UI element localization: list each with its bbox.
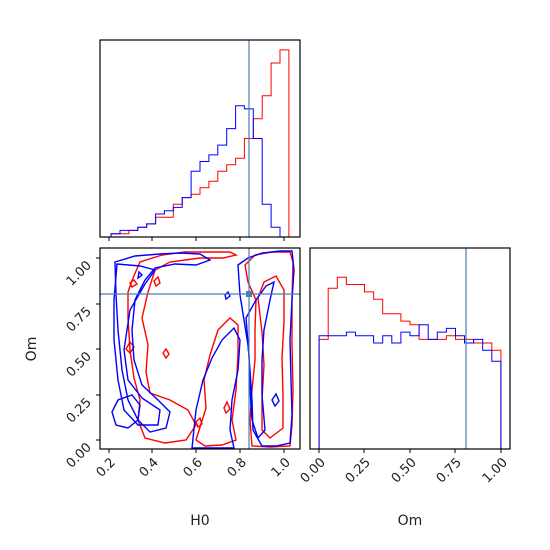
blue-histogram-Om bbox=[318, 324, 502, 449]
x-axis-label-h0: H0 bbox=[190, 513, 209, 529]
h0-tick-label: 0.6 bbox=[181, 455, 206, 480]
x-axis-label-om: Om bbox=[398, 513, 423, 529]
contour-y-ticks bbox=[96, 257, 100, 441]
om-x-ticks bbox=[318, 449, 502, 453]
panel-om-histogram: 0.00 0.25 0.50 0.75 1.00 Om bbox=[298, 247, 511, 529]
om-histogram-series bbox=[318, 276, 502, 449]
h0-tick-label: 1.0 bbox=[269, 455, 294, 480]
om-tick-label: 0.25 bbox=[64, 395, 95, 426]
h0-histogram-series bbox=[110, 49, 290, 238]
h0-tick-label: 0.4 bbox=[137, 455, 162, 480]
om-x-tick-label: 0.00 bbox=[298, 455, 329, 486]
om-histogram-frame bbox=[309, 247, 511, 450]
h0-histogram-frame bbox=[99, 39, 301, 238]
om-tick-label: 0.75 bbox=[64, 304, 95, 335]
y-axis-label-om: Om bbox=[24, 337, 40, 362]
panel-h0-histogram bbox=[99, 39, 301, 241]
h0-tick-label: 0.2 bbox=[94, 455, 119, 480]
panel-h0-om-contour: 0.2 0.4 0.6 0.8 1.0 0.00 0.25 0.50 0.75 … bbox=[24, 247, 301, 529]
red-histogram-Om bbox=[318, 276, 502, 449]
contour-x-ticks bbox=[108, 449, 285, 453]
om-tick-label: 0.50 bbox=[64, 349, 95, 380]
blue-histogram-H0 bbox=[110, 105, 289, 238]
blue-contours bbox=[111, 250, 295, 449]
red-contours bbox=[125, 251, 294, 448]
om-tick-label: 1.00 bbox=[64, 258, 95, 289]
h0-tick-label: 0.8 bbox=[225, 455, 250, 480]
h0-histogram-ticks bbox=[108, 237, 285, 241]
om-x-tick-label: 0.75 bbox=[434, 455, 465, 486]
om-tick-label: 0.00 bbox=[64, 440, 95, 471]
om-x-tick-label: 0.25 bbox=[343, 455, 374, 486]
om-x-tick-label: 0.50 bbox=[389, 455, 420, 486]
om-x-tick-label: 1.00 bbox=[480, 455, 511, 486]
